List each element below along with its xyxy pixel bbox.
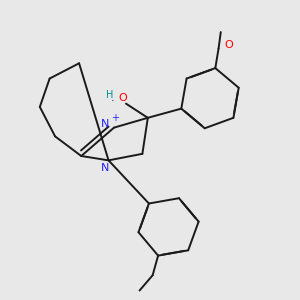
Text: N: N — [101, 119, 110, 129]
Text: N: N — [101, 163, 110, 173]
Text: .: . — [111, 93, 115, 103]
Text: O: O — [118, 93, 127, 103]
Text: O: O — [224, 40, 233, 50]
Text: H: H — [106, 90, 113, 100]
Text: +: + — [111, 113, 119, 123]
